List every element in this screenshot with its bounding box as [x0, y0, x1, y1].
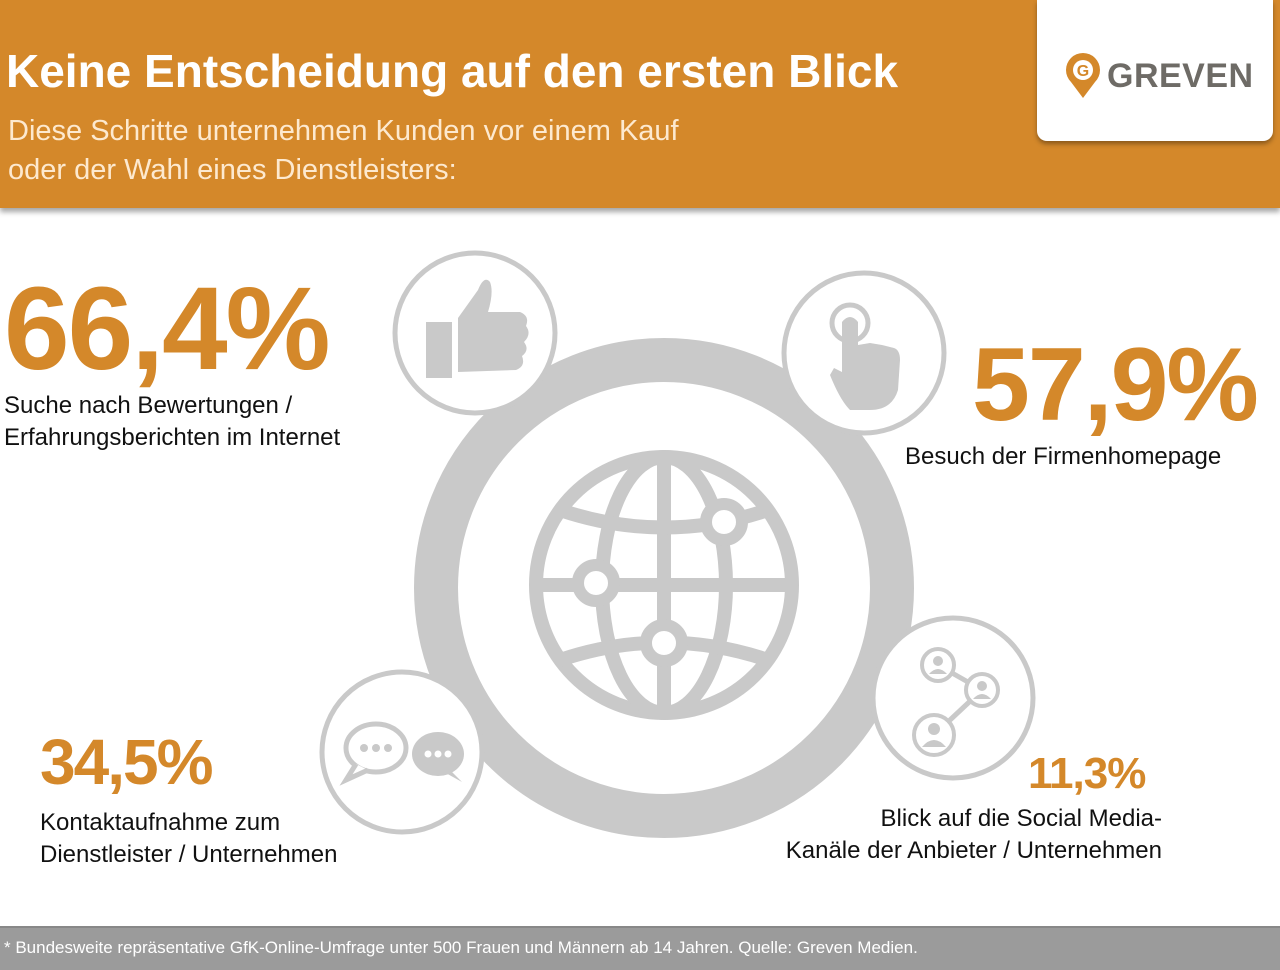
- central-ring: [414, 338, 914, 838]
- subtitle-line-2: oder der Wahl eines Dienstleisters:: [8, 154, 457, 186]
- stat-label-contact: Kontaktaufnahme zum Dienstleister / Unter…: [40, 809, 338, 868]
- map-pin-icon: G: [1066, 52, 1100, 98]
- logo-text: GREVEN: [1107, 57, 1254, 95]
- svg-text:G: G: [1077, 63, 1089, 80]
- thumbs-up-icon: [392, 250, 558, 416]
- footer-note: * Bundesweite repräsentative GfK-Online-…: [4, 938, 918, 957]
- subtitle-line-1: Diese Schritte unternehmen Kunden vor ei…: [8, 115, 679, 147]
- stat-label-social: Blick auf die Social Media- Kanäle der An…: [785, 805, 1162, 864]
- chat-bubbles-icon: [319, 669, 485, 835]
- footer: * Bundesweite repräsentative GfK-Online-…: [0, 926, 1280, 970]
- stat-value-homepage: 57,9%: [972, 327, 1259, 443]
- social-network-icon: [870, 615, 1036, 781]
- stat-value-contact: 34,5%: [40, 726, 213, 798]
- page-title: Keine Entscheidung auf den ersten Blick: [6, 45, 899, 97]
- globe-network-icon: [529, 450, 799, 720]
- stat-value-social: 11,3%: [1028, 749, 1146, 798]
- stat-label-reviews: Suche nach Bewertungen / Erfahrungsberich…: [4, 392, 341, 451]
- stat-value-reviews: 66,4%: [4, 263, 331, 395]
- greven-logo: G GREVEN: [1037, 0, 1273, 141]
- stat-label-homepage: Besuch der Firmenhomepage: [905, 443, 1222, 470]
- page-subtitle: Diese Schritte unternehmen Kunden vor ei…: [8, 112, 679, 190]
- pointing-hand-icon: [781, 270, 947, 436]
